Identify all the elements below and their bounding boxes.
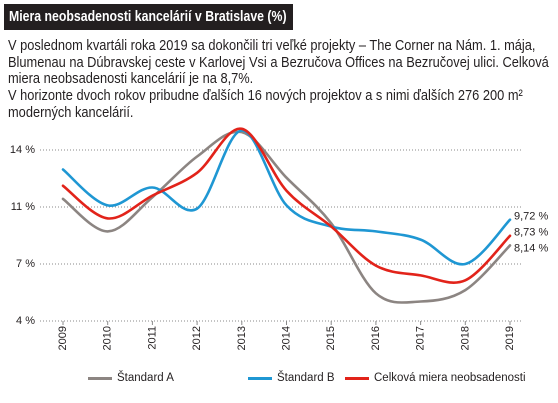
legend-swatch-overall bbox=[345, 376, 369, 380]
series-line-standard-a bbox=[61, 130, 512, 304]
y-tick-label: 4 % bbox=[16, 315, 35, 327]
series-layer bbox=[61, 127, 512, 304]
x-tick-label: 2011 bbox=[146, 326, 158, 350]
x-tick-label: 2009 bbox=[57, 326, 69, 350]
x-tick-label: 2017 bbox=[415, 326, 427, 350]
chart-title-box: Miera neobsadenosti kancelárií v Bratisl… bbox=[4, 4, 293, 30]
x-tick-label: 2015 bbox=[325, 326, 337, 350]
x-tick-label: 2014 bbox=[281, 326, 293, 350]
y-tick-label: 7 % bbox=[16, 258, 35, 270]
y-tick-label: 14 % bbox=[10, 144, 35, 156]
axis-layer: 14 % 11 % 7 % 4 % 2009 2010 2011 2012 2013 2014 20… bbox=[10, 144, 516, 350]
x-tick-label: 2013 bbox=[236, 326, 248, 350]
x-tick-label: 2012 bbox=[191, 326, 203, 350]
intro-line: V poslednom kvartáli roka 2019 sa dokonč… bbox=[8, 37, 536, 54]
legend-item-overall: Celková miera neobsadenosti bbox=[345, 370, 526, 386]
legend-label-overall: Celková miera neobsadenosti bbox=[374, 372, 526, 384]
line-chart: 14 % 11 % 7 % 4 % 2009 2010 2011 2012 2013 2014 20… bbox=[10, 127, 548, 350]
legend-label-standard-b: Štandard B bbox=[277, 372, 335, 384]
end-value-label: 8,73 % bbox=[514, 227, 548, 239]
intro-line: moderných kancelárií. bbox=[8, 103, 134, 121]
intro-line: V horizonte dvoch rokov pribudne ďalších… bbox=[8, 87, 523, 105]
end-value-label: 8,14 % bbox=[514, 243, 548, 255]
legend-item-standard-b: Štandard B bbox=[248, 370, 335, 386]
legend-swatch-standard-b bbox=[248, 376, 272, 380]
series-line-overall bbox=[61, 127, 512, 284]
x-tick-label: 2010 bbox=[102, 326, 114, 350]
x-tick-label: 2016 bbox=[370, 326, 382, 350]
legend-item-standard-a: Štandard A bbox=[88, 370, 174, 386]
legend-label-standard-a: Štandard A bbox=[117, 372, 174, 384]
series-line-standard-b bbox=[61, 129, 512, 266]
x-tick-label: 2019 bbox=[504, 326, 516, 350]
legend-swatch-standard-a bbox=[88, 376, 112, 380]
end-value-label: 9,72 % bbox=[514, 211, 548, 223]
intro-line: Blumenau na Dúbravskej ceste v Karlovej … bbox=[8, 53, 549, 71]
end-label-layer: 9,72 % 8,73 % 8,14 % bbox=[514, 211, 548, 255]
grid-layer bbox=[40, 149, 522, 322]
chart-title: Miera neobsadenosti kancelárií v Bratisl… bbox=[9, 8, 287, 25]
x-tick-label: 2018 bbox=[459, 326, 471, 350]
intro-text: V poslednom kvartáli roka 2019 sa dokonč… bbox=[8, 37, 549, 122]
y-tick-label: 11 % bbox=[11, 201, 35, 213]
intro-line: miera neobsadenosti kancelárií je na 8,7… bbox=[8, 70, 254, 88]
